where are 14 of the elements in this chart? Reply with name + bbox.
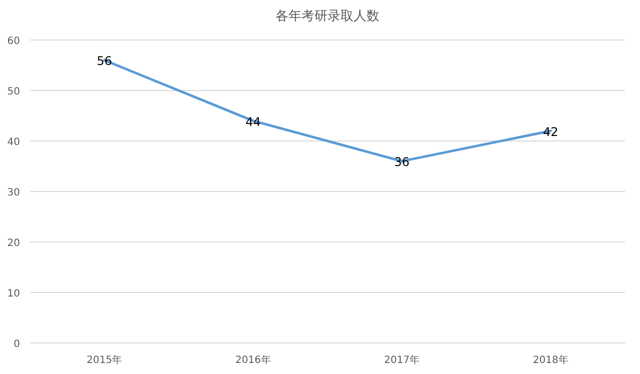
y-tick-label: 10 — [7, 288, 20, 300]
y-tick-label: 40 — [7, 137, 20, 148]
y-tick-label: 50 — [7, 86, 20, 98]
x-tick-label: 2017年 — [384, 354, 420, 366]
chart-title: 各年考研录取人数 — [276, 9, 380, 24]
y-tick-label: 60 — [7, 36, 20, 47]
x-tick-label: 2015年 — [86, 354, 122, 366]
x-tick-label: 2016年 — [235, 354, 271, 366]
data-label: 42 — [542, 124, 558, 139]
x-tick-label: 2018年 — [532, 354, 568, 366]
y-tick-label: 0 — [14, 339, 20, 350]
y-tick-label: 20 — [7, 238, 20, 249]
y-tick-label: 30 — [7, 188, 20, 198]
data-label: 56 — [96, 54, 112, 68]
